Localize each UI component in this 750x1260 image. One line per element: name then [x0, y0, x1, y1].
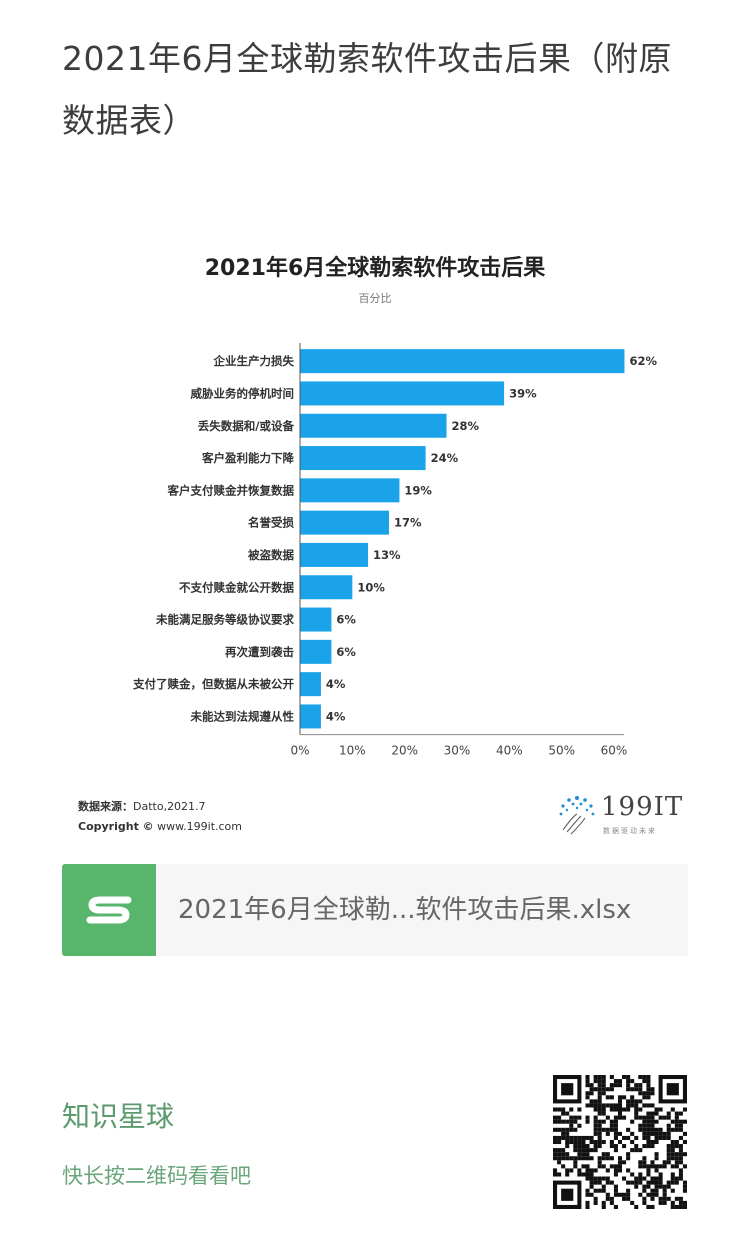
source-label: 数据来源： [78, 800, 133, 813]
source-text: Datto,2021.7 [133, 800, 206, 813]
value-label: 62% [629, 354, 657, 368]
value-label: 6% [336, 645, 356, 659]
spreadsheet-s-icon [62, 864, 156, 956]
chart-bar [300, 349, 625, 374]
x-tick-label: 20% [391, 744, 418, 758]
chart-bar [300, 704, 321, 729]
file-attachment[interactable]: 2021年6月全球勒...软件攻击后果.xlsx [62, 864, 688, 956]
copyright-text: www.199it.com [157, 820, 243, 833]
x-tick-label: 30% [444, 744, 471, 758]
category-label: 不支付赎金就公开数据 [179, 580, 294, 594]
chart-bar [300, 381, 505, 406]
copyright-label: Copyright © [78, 820, 154, 833]
value-label: 39% [509, 386, 537, 400]
chart-bar [300, 672, 321, 697]
x-tick-label: 40% [496, 744, 523, 758]
category-label: 企业生产力损失 [213, 354, 295, 368]
post-title: 2021年6月全球勒索软件攻击后果（附原数据表） [62, 39, 672, 140]
chart-bar [300, 542, 369, 567]
chart-bar [300, 478, 400, 503]
category-label: 再次遭到袭击 [225, 645, 294, 659]
category-label: 丢失数据和/或设备 [198, 419, 295, 433]
value-label: 28% [452, 419, 480, 433]
value-label: 24% [431, 451, 459, 465]
brand-tagline: 数据驱动未来 [603, 827, 657, 835]
brand-name: 199IT [601, 792, 684, 822]
value-label: 13% [373, 548, 401, 562]
category-label: 支付了赎金，但数据从未被公开 [132, 677, 294, 691]
value-label: 19% [404, 483, 432, 497]
bar-chart: 企业生产力损失 62% 威胁业务的停机时间 39% 丢失数据和/或设备 28% 客户盈利能力… [132, 343, 657, 758]
brand-logo: 199IT 数据驱动未来 [555, 790, 695, 840]
chart-bar [300, 510, 389, 535]
value-label: 6% [336, 613, 356, 627]
category-label: 威胁业务的停机时间 [191, 386, 295, 400]
footer-title: 知识星球 [62, 1100, 175, 1133]
chart-bar [300, 446, 426, 471]
value-label: 10% [357, 580, 385, 594]
footer-subtitle: 快长按二维码看看吧 [62, 1164, 251, 1188]
chart-bar [300, 607, 332, 632]
file-name: 2021年6月全球勒...软件攻击后果.xlsx [178, 895, 632, 925]
x-tick-label: 10% [339, 744, 366, 758]
x-tick-label: 60% [601, 744, 628, 758]
chart-image: 企业生产力损失 62% 威胁业务的停机时间 39% 丢失数据和/或设备 28% 客户盈利能力… [50, 230, 700, 850]
chart-source: 数据来源：Datto,2021.7 Copyright © www.199it.… [78, 797, 242, 837]
chart-bar [300, 413, 447, 438]
x-tick-label: 50% [548, 744, 575, 758]
x-tick-label: 0% [290, 744, 309, 758]
qr-code-icon[interactable] [553, 1075, 687, 1209]
value-label: 4% [326, 709, 346, 723]
category-label: 未能达到法规遵从性 [190, 709, 295, 723]
value-label: 4% [326, 677, 346, 691]
chart-bar [300, 575, 353, 600]
chart-subtitle: 百分比 [358, 292, 392, 305]
value-label: 17% [394, 516, 422, 530]
chart-title: 2021年6月全球勒索软件攻击后果 [204, 256, 546, 281]
dandelion-icon [559, 796, 595, 835]
chart-bar [300, 639, 332, 664]
category-label: 客户支付赎金并恢复数据 [167, 483, 295, 497]
category-label: 名誉受损 [248, 516, 294, 530]
category-label: 未能满足服务等级协议要求 [155, 613, 294, 627]
category-label: 客户盈利能力下降 [201, 451, 294, 465]
category-label: 被盗数据 [248, 548, 294, 562]
